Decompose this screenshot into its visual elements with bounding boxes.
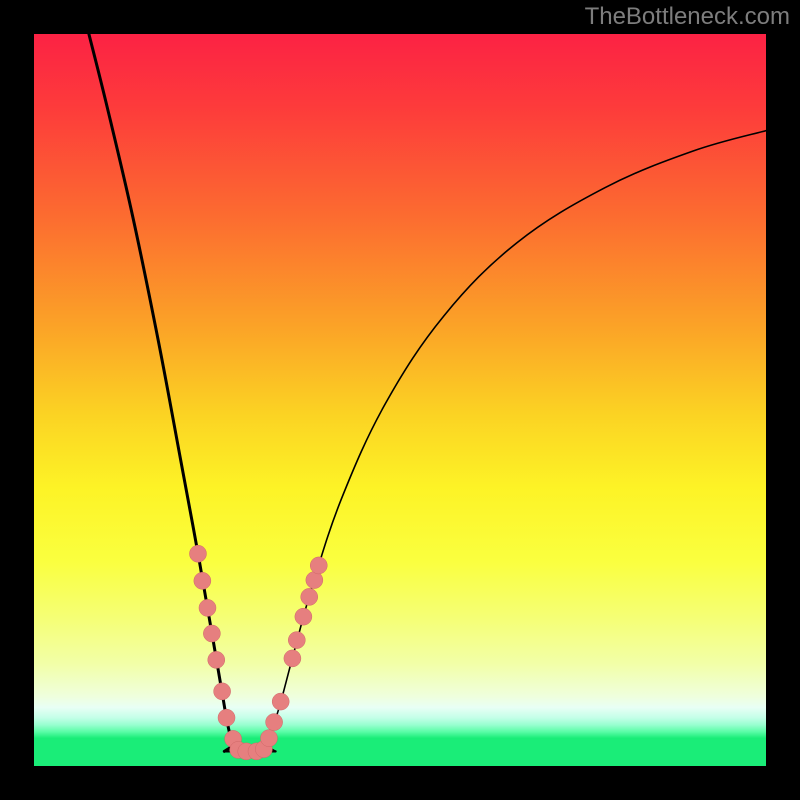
data-marker [199,599,216,616]
data-marker [260,730,277,747]
data-marker [214,683,231,700]
data-marker [266,714,283,731]
chart-svg: TheBottleneck.com [0,0,800,800]
chart-container: TheBottleneck.com [0,0,800,800]
data-marker [310,557,327,574]
data-marker [218,709,235,726]
data-marker [284,650,301,667]
data-marker [288,632,305,649]
data-marker [194,572,211,589]
data-marker [301,588,318,605]
plot-background [34,34,766,766]
watermark-text: TheBottleneck.com [585,3,790,30]
data-marker [272,693,289,710]
data-marker [189,545,206,562]
data-marker [203,625,220,642]
data-marker [295,608,312,625]
data-marker [306,572,323,589]
data-marker [208,651,225,668]
